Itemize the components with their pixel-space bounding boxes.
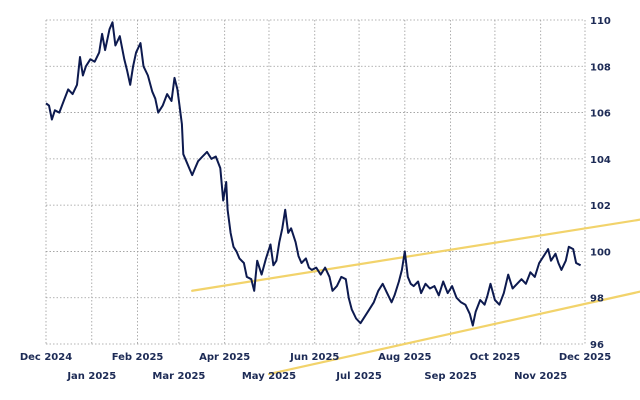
x-tick-label: Oct 2025 [470,352,521,363]
x-tick-label: Nov 2025 [514,371,567,382]
trend-lines [191,218,640,376]
x-tick-label: Feb 2025 [112,352,164,363]
price-line [45,21,582,327]
y-axis-tick-labels: 96 98 100 102 104 106 108 110 [590,16,611,351]
y-tick-label: 100 [590,247,611,258]
y-tick-label: 104 [590,155,611,166]
trend-line [191,218,640,292]
y-tick-label: 106 [590,109,611,120]
y-tick-label: 96 [590,340,604,351]
x-tick-label: Aug 2025 [378,352,431,363]
grid-lines [45,19,586,345]
x-tick-label: Dec 2025 [559,352,611,363]
x-tick-label: Dec 2024 [20,352,72,363]
y-tick-label: 108 [590,62,611,73]
x-tick-label: May 2025 [242,371,296,382]
x-axis-tick-labels: Dec 2024 Feb 2025 Apr 2025 Jun 2025 Aug 2025… [20,352,611,382]
x-tick-label: Jun 2025 [289,352,339,363]
price-series [45,21,582,327]
y-tick-label: 102 [590,201,611,212]
x-tick-label: Jan 2025 [66,371,116,382]
trend-line [267,290,640,376]
y-tick-label: 98 [590,294,604,305]
x-tick-label: Jul 2025 [335,371,382,382]
x-tick-label: Sep 2025 [424,371,476,382]
x-tick-label: Mar 2025 [152,371,205,382]
x-tick-label: Apr 2025 [199,352,250,363]
y-tick-label: 110 [590,16,611,27]
